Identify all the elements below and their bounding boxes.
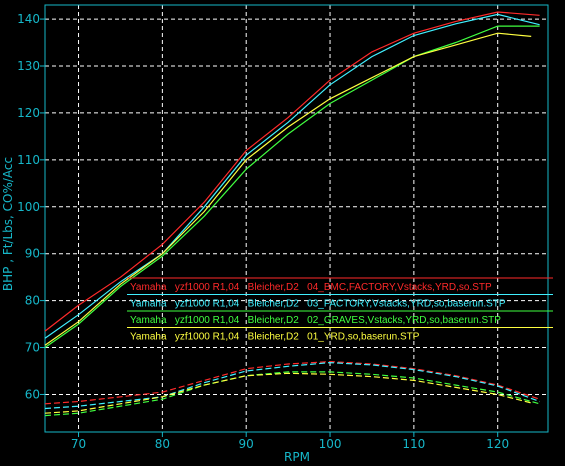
series-4-torque-line	[44, 372, 532, 414]
series-2-torque-line	[44, 361, 540, 410]
legend: Yamaha yzf1000 R1,04 Bleicher,D2 04_BMC,…	[127, 277, 553, 343]
y-tick-label: 70	[25, 341, 40, 355]
series-3-hp-line	[44, 25, 540, 348]
legend-entry: Yamaha yzf1000 R1,04 Bleicher,D2 01_YRD,…	[130, 332, 420, 343]
axes-box	[44, 4, 549, 433]
y-tick-label: 120	[17, 106, 40, 120]
series-1-torque-line	[44, 360, 540, 405]
x-tick-label: 80	[155, 437, 170, 451]
y-tick-label: 90	[25, 247, 40, 261]
x-axis-label: RPM	[284, 450, 310, 464]
y-tick-label: 140	[17, 12, 40, 26]
y-tick-label: 100	[17, 200, 40, 214]
series-layer	[44, 11, 540, 417]
y-tick-label: 80	[25, 294, 40, 308]
x-tick-label: 100	[319, 437, 342, 451]
legend-entry: Yamaha yzf1000 R1,04 Bleicher,D2 02_GRAV…	[130, 315, 501, 326]
legend-entry: Yamaha yzf1000 R1,04 Bleicher,D2 04_BMC,…	[130, 282, 492, 293]
series-3-torque-line	[44, 371, 540, 417]
x-tick-label: 70	[71, 437, 86, 451]
x-tick-label: 110	[402, 437, 425, 451]
series-2-hp-line	[44, 13, 540, 339]
plot-frame	[40, 4, 549, 437]
y-tick-label: 110	[17, 153, 40, 167]
legend-entry: Yamaha yzf1000 R1,04 Bleicher,D2 03_FACT…	[130, 299, 506, 310]
x-tick-label: 120	[486, 437, 509, 451]
series-1-hp-line	[44, 11, 540, 332]
series-4-hp-line	[44, 32, 532, 346]
tick-labels: 70 80 90 100 110 120 60 70 80 90 100 110 120 130 140	[17, 12, 509, 451]
x-tick-label: 90	[239, 437, 254, 451]
grid-lines	[45, 5, 548, 432]
y-tick-label: 130	[17, 59, 40, 73]
y-tick-label: 60	[25, 387, 40, 401]
y-axis-label: BHP , Ft/Lbs, CO%/Acc	[1, 157, 15, 291]
